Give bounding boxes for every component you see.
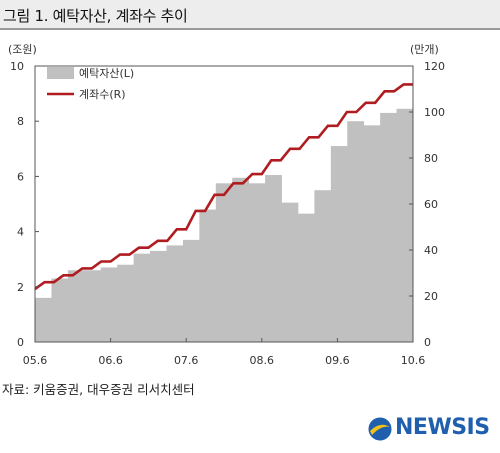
legend-swatch-bars <box>47 67 74 79</box>
bar-5 <box>117 264 135 342</box>
bar-2 <box>67 270 85 342</box>
right-tick-label-6: 120 <box>424 60 445 73</box>
left-tick-label-1: 2 <box>17 281 24 294</box>
bar-22 <box>396 108 414 342</box>
x-tick-label-0: 05.6 <box>23 354 48 367</box>
left-tick-label-0: 0 <box>17 336 24 349</box>
bar-18 <box>330 146 348 342</box>
x-tick-label-2: 07.6 <box>174 354 199 367</box>
bar-17 <box>314 190 332 342</box>
bar-8 <box>166 245 184 342</box>
left-tick-label-2: 4 <box>17 226 24 239</box>
newsis-logo: NEWSIS <box>367 414 492 444</box>
bar-15 <box>281 202 299 342</box>
legend-label-line: 계좌수(R) <box>79 88 126 101</box>
chart-title: 그림 1. 예탁자산, 계좌수 추이 <box>3 7 188 25</box>
bar-11 <box>215 183 233 342</box>
source-note: 자료: 키움증권, 대우증권 리서치센터 <box>2 382 195 397</box>
right-tick-label-4: 80 <box>424 152 438 165</box>
left-tick-label-4: 8 <box>17 115 24 128</box>
legend-label-bars: 예탁자산(L) <box>79 67 134 80</box>
right-axis-unit: (만개) <box>410 43 439 56</box>
bar-0 <box>35 297 52 342</box>
right-tick-label-1: 20 <box>424 290 438 303</box>
x-tick-label-5: 10.6 <box>401 354 426 367</box>
right-tick-label-2: 40 <box>424 244 438 257</box>
bar-10 <box>199 209 217 342</box>
bar-3 <box>84 270 102 342</box>
left-tick-label-5: 10 <box>10 60 24 73</box>
x-tick-label-1: 06.6 <box>98 354 123 367</box>
bar-14 <box>265 175 282 342</box>
left-axis-unit: (조원) <box>8 43 37 56</box>
title-bar: 그림 1. 예탁자산, 계좌수 추이 <box>0 0 500 30</box>
bar-9 <box>182 239 200 342</box>
bar-4 <box>100 267 118 342</box>
right-tick-label-5: 100 <box>424 106 445 119</box>
bar-19 <box>347 121 365 342</box>
bar-13 <box>248 183 266 342</box>
x-tick-label-3: 08.6 <box>250 354 275 367</box>
right-tick-label-0: 0 <box>424 336 431 349</box>
bar-20 <box>363 125 381 342</box>
newsis-logo-text: NEWSIS <box>395 415 490 440</box>
bar-6 <box>133 253 151 342</box>
left-tick-label-3: 6 <box>17 170 24 183</box>
right-tick-label-3: 60 <box>424 198 438 211</box>
bar-16 <box>297 213 315 342</box>
newsis-globe-icon <box>367 416 393 442</box>
bar-21 <box>380 112 397 342</box>
bar-7 <box>150 250 167 342</box>
line-account-count <box>34 83 413 291</box>
bar-12 <box>232 177 250 342</box>
x-tick-label-4: 09.6 <box>325 354 350 367</box>
bar-1 <box>51 278 69 342</box>
